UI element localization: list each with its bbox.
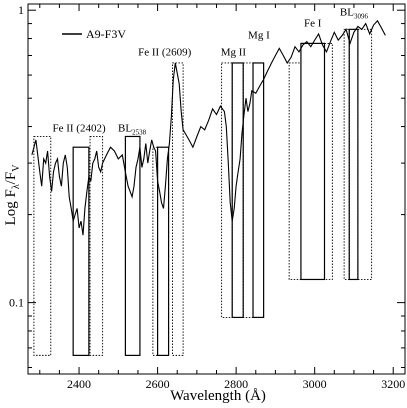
- feature-boxes: [33, 28, 373, 356]
- legend: A9-F3V: [62, 27, 126, 41]
- y-tick-label: 1: [18, 3, 24, 17]
- feature-box-6: [156, 146, 170, 356]
- feature-box-3: [89, 136, 104, 356]
- feature-label: BL3096: [340, 6, 369, 20]
- feature-label-subscript: 3096: [354, 12, 369, 20]
- feature-label-subscript: 2538: [132, 128, 147, 136]
- feature-box-1: [33, 136, 52, 356]
- series-group: [31, 19, 386, 236]
- series-line-1: [31, 19, 386, 236]
- feature-box-11: [252, 62, 265, 319]
- feature-box-8: [221, 62, 233, 318]
- feature-label: Mg I: [248, 30, 270, 42]
- y-axis-label: Log Fλ/FV: [3, 164, 22, 226]
- x-tick-label: 3200: [381, 377, 405, 391]
- y-label-sub2: V: [11, 164, 22, 172]
- feature-box-15: [343, 28, 350, 280]
- feature-label: Fe I: [304, 17, 322, 29]
- x-tick-label: 2600: [146, 377, 170, 391]
- feature-box-10: [242, 62, 254, 318]
- feature-box-17: [357, 28, 373, 280]
- feature-label: Fe II (2609): [138, 46, 191, 58]
- feature-label: BL2538: [118, 122, 147, 136]
- y-label-sub1: λ: [11, 184, 22, 189]
- y-axis-ticks: 0.11: [9, 3, 405, 368]
- x-tick-label: 3000: [303, 377, 327, 391]
- feature-label: Mg II: [221, 46, 247, 58]
- feature-box-13: [300, 42, 326, 281]
- y-label-main: Log F: [3, 189, 19, 225]
- feature-box-14: [324, 42, 333, 280]
- x-axis-ticks: 2400 2600 2800 3000 3200: [39, 4, 405, 391]
- feature-label: Fe II (2402): [52, 122, 105, 134]
- feature-box-9: [231, 62, 244, 319]
- x-tick-label: 2800: [224, 377, 248, 391]
- feature-box-16: [348, 28, 359, 281]
- feature-box-7: [172, 62, 184, 356]
- feature-box-2: [72, 146, 90, 356]
- legend-label: A9-F3V: [86, 27, 126, 41]
- y-label-mid: /F: [3, 172, 19, 185]
- feature-box-12: [288, 62, 302, 280]
- x-axis-label: Wavelength (Å): [170, 388, 266, 404]
- feature-box-4: [124, 135, 141, 356]
- plot-frame: [27, 3, 406, 375]
- y-tick-label: 0.1: [9, 296, 24, 310]
- x-tick-label: 2400: [67, 377, 91, 391]
